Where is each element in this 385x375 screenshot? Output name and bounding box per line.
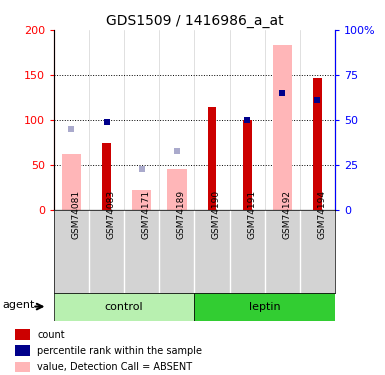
Bar	[15, 345, 30, 356]
Text: GSM74083: GSM74083	[107, 190, 116, 239]
Bar	[167, 169, 186, 210]
Text: percentile rank within the sample: percentile rank within the sample	[37, 346, 202, 356]
Text: agent: agent	[3, 300, 35, 310]
Text: value, Detection Call = ABSENT: value, Detection Call = ABSENT	[37, 362, 192, 372]
Text: GSM74194: GSM74194	[317, 190, 326, 238]
Text: GSM74189: GSM74189	[177, 190, 186, 239]
Bar	[313, 78, 322, 210]
Text: count: count	[37, 330, 65, 339]
Bar	[208, 106, 216, 210]
Bar	[62, 154, 81, 210]
Bar	[194, 292, 335, 321]
Text: GSM74190: GSM74190	[212, 190, 221, 239]
Bar	[243, 120, 251, 210]
Text: GSM74081: GSM74081	[72, 190, 80, 239]
Bar	[15, 329, 30, 340]
Bar	[273, 45, 292, 210]
Text: GSM74171: GSM74171	[142, 190, 151, 239]
Bar	[15, 362, 30, 372]
Text: GSM74191: GSM74191	[247, 190, 256, 239]
Text: GSM74192: GSM74192	[282, 190, 291, 238]
Bar	[54, 292, 194, 321]
Bar	[132, 190, 151, 210]
Text: control: control	[105, 302, 144, 312]
Title: GDS1509 / 1416986_a_at: GDS1509 / 1416986_a_at	[105, 13, 283, 28]
Bar	[102, 142, 111, 210]
Text: leptin: leptin	[249, 302, 281, 312]
